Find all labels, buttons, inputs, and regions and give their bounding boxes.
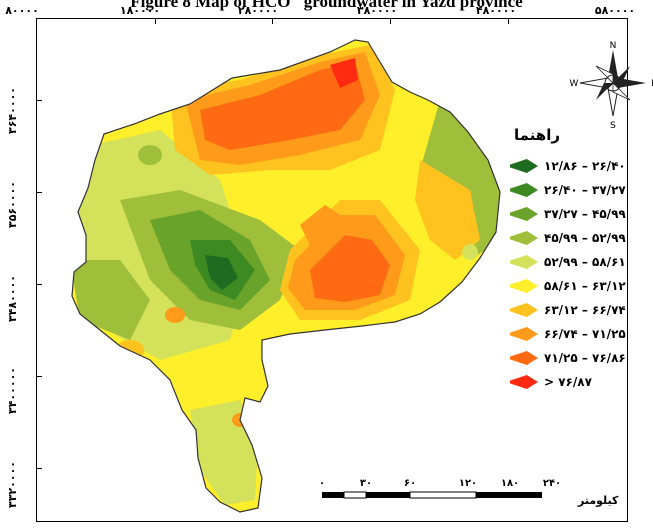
north-arrow: N S W E [568,38,653,131]
legend-label: ۶۳/۱۲ – ۶۶/۷۴ [544,303,626,317]
x-tick-mark [272,18,273,24]
legend-label: ۷۱/۲۵ – ۷۶/۸۶ [544,351,626,365]
legend-label: ۵۲/۹۹ – ۵۸/۶۱ [544,255,626,269]
x-tick-label: ۴۸۰۰۰۰ [475,4,517,17]
legend-label: > ۷۶/۸۷ [544,375,592,389]
legend-swatch [510,207,538,221]
scale-label: ۳۰ [359,478,373,489]
legend-item: ۳۷/۲۷ – ۴۵/۹۹ [510,202,650,226]
legend-swatch [510,351,538,365]
x-tick-mark [155,18,156,24]
map-title: Figure 8 Map of HCO⁻ groundwater in Yazd… [130,0,523,11]
x-tick-label: ۵۸۰۰۰۰ [594,4,636,17]
scale-unit: کیلومتر [578,494,619,507]
legend-item: ۵۸/۶۱ – ۶۳/۱۲ [510,274,650,298]
legend-item: ۵۲/۹۹ – ۵۸/۶۱ [510,250,650,274]
x-tick-label: ۳۸۰۰۰۰ [356,4,398,17]
scale-label: ۲۴۰ [542,478,562,489]
scale-bar-graphic [322,491,542,499]
y-tick-mark [36,376,42,377]
legend-item: ۴۵/۹۹ – ۵۲/۹۹ [510,226,650,250]
legend: راهنما ۱۲/۸۶ – ۲۶/۴۰ ۲۶/۴۰ – ۳۷/۲۷ ۳۷/۲۷ –… [510,126,650,394]
province-boundary [71,39,501,513]
legend-label: ۲۶/۴۰ – ۳۷/۲۷ [544,183,626,197]
legend-item: ۲۶/۴۰ – ۳۷/۲۷ [510,178,650,202]
legend-label: ۳۷/۲۷ – ۴۵/۹۹ [544,207,626,221]
legend-item: > ۷۶/۸۷ [510,370,650,394]
legend-swatch [510,159,538,173]
legend-label: ۶۶/۷۴ – ۷۱/۲۵ [544,327,626,341]
y-tick-mark [36,192,42,193]
x-tick-mark [508,18,509,24]
legend-items: ۱۲/۸۶ – ۲۶/۴۰ ۲۶/۴۰ – ۳۷/۲۷ ۳۷/۲۷ – ۴۵/۹۹ ۴… [510,154,650,394]
scale-label: ۶۰ [403,478,417,489]
legend-swatch [510,303,538,317]
legend-swatch [510,231,538,245]
legend-item: ۶۶/۷۴ – ۷۱/۲۵ [510,322,650,346]
legend-title: راهنما [514,126,560,144]
legend-label: ۱۲/۸۶ – ۲۶/۴۰ [544,159,626,173]
legend-swatch [510,375,538,389]
x-tick-label: ۲۸۰۰۰۰ [237,4,279,17]
compass-n: N [610,41,617,51]
x-tick-label: ۱۸۰۰۰۰ [119,4,161,17]
scale-label: ۱۸۰ [500,478,520,489]
scale-bar: ۰ ۳۰ ۶۰ ۱۲۰ ۱۸۰ ۲۴۰ کیلومتر [318,478,640,518]
legend-item: ۷۱/۲۵ – ۷۶/۸۶ [510,346,650,370]
legend-swatch [510,255,538,269]
legend-swatch [510,183,538,197]
x-tick-label: ۸۰۰۰۰ [5,4,39,17]
scale-label: ۱۲۰ [458,478,478,489]
legend-swatch [510,327,538,341]
x-tick-mark [390,18,391,24]
compass-s: S [610,121,616,128]
legend-swatch [510,279,538,293]
legend-item: ۶۳/۱۲ – ۶۶/۷۴ [510,298,650,322]
compass-rose-icon: N S W E [570,41,653,131]
legend-item: ۱۲/۸۶ – ۲۶/۴۰ [510,154,650,178]
compass-e: E [651,79,653,89]
legend-label: ۴۵/۹۹ – ۵۲/۹۹ [544,231,626,245]
y-tick-mark [36,468,42,469]
y-tick-mark [36,100,42,101]
y-tick-mark [36,284,42,285]
compass-w: W [570,79,579,89]
scale-label: ۰ [318,478,326,489]
legend-label: ۵۸/۶۱ – ۶۳/۱۲ [544,279,626,293]
